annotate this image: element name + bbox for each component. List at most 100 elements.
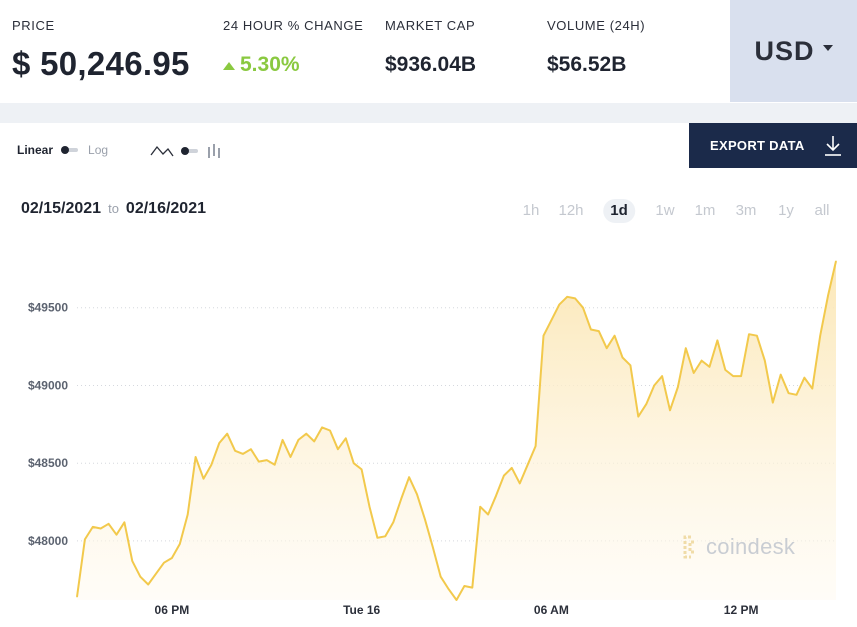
date-range: 02/15/2021 to 02/16/2021 — [21, 200, 206, 218]
data-point — [527, 464, 529, 466]
data-point — [353, 462, 355, 464]
range-1m[interactable]: 1m — [694, 202, 716, 219]
data-point — [787, 392, 790, 394]
range-all[interactable]: all — [814, 202, 830, 219]
line-chart-icon[interactable] — [150, 143, 174, 159]
chart-type-toggle[interactable] — [181, 147, 198, 155]
data-point — [108, 523, 110, 525]
data-point — [661, 375, 663, 377]
download-icon — [825, 136, 841, 156]
price-chart[interactable]: $48000 $48500 $49000 $49500 06 PM Tue 16 06 A… — [0, 230, 857, 627]
range-12h[interactable]: 12h — [558, 202, 584, 219]
y-tick-label: $49000 — [28, 378, 68, 392]
candlestick-chart-icon[interactable] — [206, 143, 222, 159]
date-to[interactable]: 02/16/2021 — [125, 200, 206, 217]
data-point — [274, 464, 276, 466]
data-point — [653, 384, 655, 387]
data-point — [266, 459, 268, 461]
data-point — [629, 364, 632, 366]
data-point — [250, 448, 252, 450]
data-point — [234, 450, 236, 452]
data-point — [724, 369, 726, 371]
range-1w[interactable]: 1w — [655, 202, 675, 219]
data-point — [756, 335, 758, 337]
data-point — [361, 468, 363, 471]
data-point — [155, 572, 157, 575]
stats-header: PRICE $ 50,246.95 24 HOUR % CHANGE 5.30%… — [0, 0, 857, 103]
data-point — [479, 506, 481, 508]
data-point — [100, 527, 102, 530]
date-from[interactable]: 02/15/2021 — [21, 200, 102, 217]
data-point — [519, 482, 521, 485]
data-point — [827, 294, 829, 296]
date-to-word: to — [108, 201, 119, 216]
price-label: PRICE — [12, 18, 55, 33]
range-3m[interactable]: 3m — [735, 202, 757, 219]
data-point — [84, 538, 86, 540]
volume-value: $56.52B — [547, 53, 627, 76]
coindesk-watermark: coindesk — [682, 534, 795, 560]
up-triangle-icon — [223, 62, 235, 70]
data-point — [202, 478, 205, 480]
currency-dropdown[interactable]: USD — [730, 0, 857, 102]
data-point — [455, 599, 458, 601]
data-point — [740, 375, 742, 377]
data-point — [345, 437, 347, 439]
range-1y[interactable]: 1y — [778, 202, 794, 219]
data-point — [368, 506, 371, 508]
data-point — [147, 583, 149, 586]
data-point — [92, 526, 94, 528]
data-point — [693, 372, 695, 374]
data-point — [558, 304, 560, 306]
market-cap-label: MARKET CAP — [385, 18, 476, 33]
export-data-button[interactable]: EXPORT DATA — [689, 123, 857, 168]
data-point — [748, 333, 750, 335]
data-point — [819, 335, 821, 337]
toggle-knob — [61, 146, 70, 154]
y-tick-label: $49500 — [28, 301, 68, 315]
data-point — [566, 296, 568, 298]
data-point — [637, 415, 639, 418]
data-point — [780, 373, 782, 376]
currency-label: USD — [754, 35, 815, 66]
range-selector: 1h 12h 1d 1w 1m 3m 1y all — [0, 199, 857, 223]
data-point — [764, 359, 766, 362]
data-point — [424, 518, 426, 520]
scale-linear-label[interactable]: Linear — [17, 143, 54, 157]
section-divider — [0, 103, 857, 123]
data-point — [645, 403, 647, 405]
scale-toggle[interactable] — [61, 146, 79, 154]
data-point — [685, 347, 687, 349]
data-point — [716, 339, 719, 341]
price-area — [77, 261, 836, 600]
data-point — [305, 433, 307, 435]
chart-type-toggle-group — [150, 143, 222, 159]
x-tick-label: 06 AM — [534, 603, 569, 617]
data-point — [590, 328, 592, 331]
data-point — [258, 461, 260, 463]
data-point — [400, 498, 402, 500]
range-1d[interactable]: 1d — [603, 199, 635, 223]
data-point — [115, 534, 118, 536]
y-tick-label: $48500 — [28, 456, 68, 470]
scale-log-label[interactable]: Log — [88, 143, 109, 157]
data-point — [606, 347, 608, 349]
data-point — [210, 464, 213, 466]
data-point — [700, 359, 703, 362]
data-point — [471, 586, 473, 589]
data-point — [392, 521, 394, 523]
data-point — [179, 543, 181, 545]
export-data-label: EXPORT DATA — [710, 138, 805, 153]
range-1h[interactable]: 1h — [522, 202, 540, 219]
data-point — [669, 409, 671, 411]
data-point — [416, 493, 418, 495]
data-point — [163, 562, 165, 564]
data-point — [542, 335, 545, 337]
data-point — [226, 433, 228, 435]
volume-label: VOLUME (24H) — [547, 18, 646, 33]
price-stat: PRICE $ 50,246.95 — [12, 18, 190, 83]
data-point — [487, 513, 489, 516]
data-point — [835, 260, 837, 262]
market-cap-value: $936.04B — [385, 53, 477, 76]
data-point — [76, 596, 78, 598]
